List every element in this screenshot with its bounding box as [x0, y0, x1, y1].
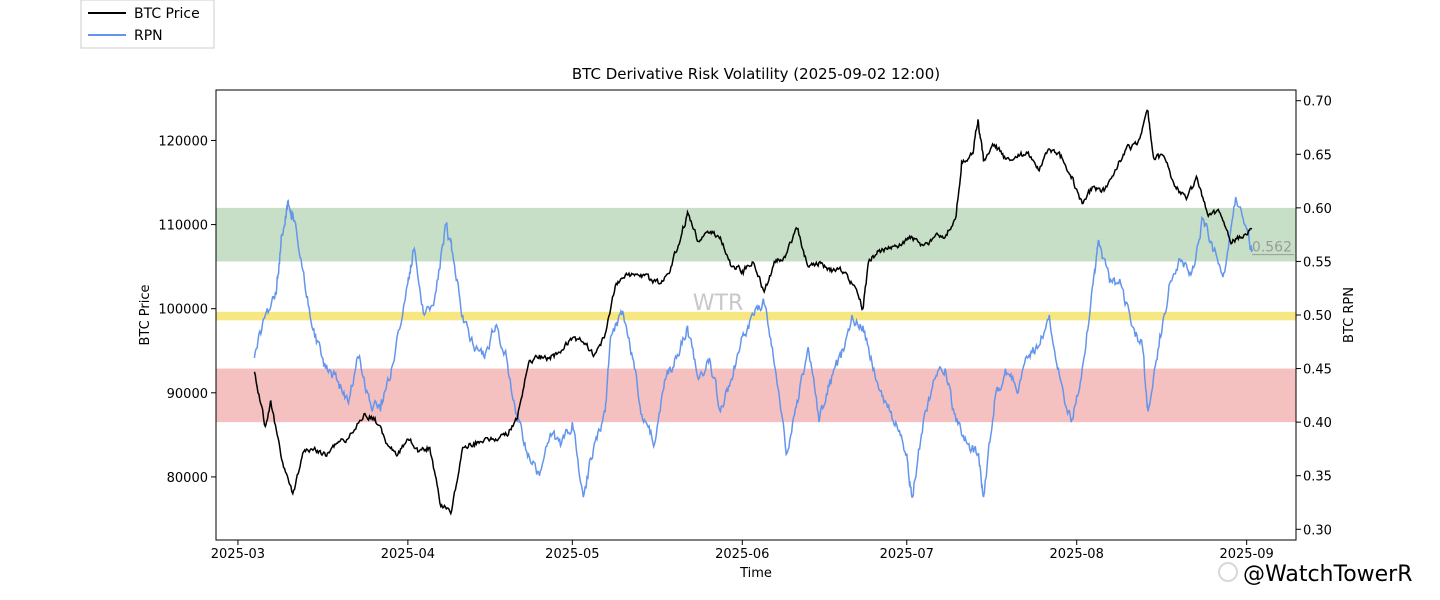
- legend: BTC Price RPN: [80, 0, 215, 49]
- legend-label-btc-price: BTC Price: [134, 6, 200, 22]
- y-axis-right: 0.30 0.35 0.40 0.45 0.50 0.55 0.60 0.65 0.70: [1296, 95, 1332, 538]
- x-tick-label: 2025-09: [1219, 547, 1273, 562]
- y-axis-left-label: BTC Price: [138, 284, 153, 345]
- x-tick-label: 2025-06: [715, 547, 769, 562]
- y-right-tick-label: 0.45: [1303, 363, 1332, 378]
- x-tick-label: 2025-04: [381, 547, 435, 562]
- y-axis-right-label: BTC RPN: [1342, 287, 1357, 343]
- x-tick-label: 2025-07: [880, 547, 934, 562]
- x-axis: 2025-03 2025-04 2025-05 2025-06 2025-07 2025-…: [211, 540, 1274, 562]
- y-axis-left: 80000 90000 100000 110000 120000: [158, 134, 216, 486]
- risk-bands: [216, 207, 1296, 423]
- chart-title: BTC Derivative Risk Volatility (2025-09-…: [572, 65, 940, 83]
- corner-watermark: @WatchTowerR: [1218, 562, 1413, 587]
- latest-rpn-annotation: 0.562: [1252, 240, 1294, 256]
- y-right-tick-label: 0.60: [1303, 202, 1332, 217]
- y-left-tick-label: 80000: [167, 471, 208, 486]
- y-left-tick-label: 120000: [158, 134, 208, 149]
- y-right-tick-label: 0.50: [1303, 309, 1332, 324]
- y-left-tick-label: 90000: [167, 387, 208, 402]
- band-yellow: [216, 311, 1296, 321]
- band-green: [216, 207, 1296, 262]
- y-left-tick-label: 100000: [158, 303, 208, 318]
- x-tick-label: 2025-03: [211, 547, 265, 562]
- camera-icon: [1218, 562, 1238, 582]
- y-right-tick-label: 0.70: [1303, 95, 1332, 110]
- y-right-tick-label: 0.40: [1303, 416, 1332, 431]
- x-tick-label: 2025-05: [545, 547, 599, 562]
- watermark-center: WTR: [693, 291, 743, 316]
- legend-box: [80, 0, 215, 49]
- y-right-tick-label: 0.35: [1303, 470, 1332, 485]
- watermark-corner-text: @WatchTowerR: [1243, 562, 1413, 587]
- x-axis-label: Time: [739, 566, 772, 581]
- latest-rpn-annotation-text: 0.562: [1252, 240, 1292, 256]
- x-tick-label: 2025-08: [1050, 547, 1104, 562]
- legend-label-rpn: RPN: [134, 28, 163, 44]
- rpn-series-line: [253, 196, 1253, 499]
- y-right-tick-label: 0.65: [1303, 148, 1332, 163]
- y-left-tick-label: 110000: [158, 219, 208, 234]
- y-right-tick-label: 0.55: [1303, 255, 1332, 270]
- y-right-tick-label: 0.30: [1303, 523, 1332, 538]
- btc-price-series-line: [253, 109, 1253, 516]
- band-red: [216, 368, 1296, 423]
